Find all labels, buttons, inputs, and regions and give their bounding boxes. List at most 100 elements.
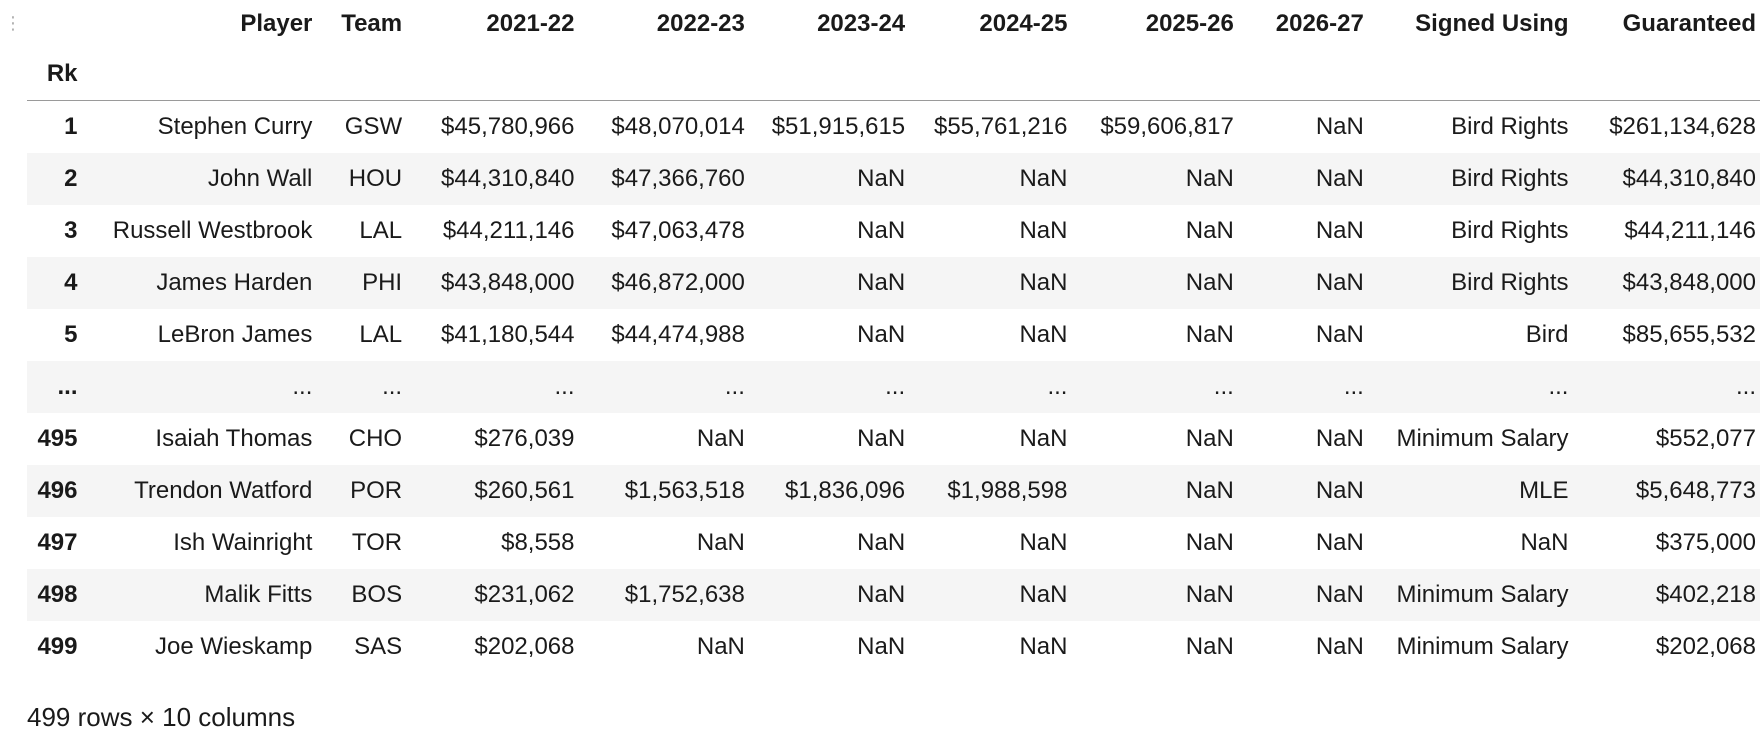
table-row: .................................	[27, 361, 1760, 413]
dataframe-shape-text: 499 rows × 10 columns	[27, 702, 296, 732]
table-cell: ...	[554, 373, 575, 400]
table-cell: NaN	[857, 269, 906, 296]
table-cell: ...	[724, 373, 745, 400]
table-cell: NaN	[1019, 217, 1068, 244]
column-header: 2026-27	[1275, 10, 1364, 37]
row-index-cell: 4	[64, 269, 78, 296]
table-cell: NaN	[857, 217, 906, 244]
table-cell: MLE	[1519, 477, 1569, 504]
table-cell: Minimum Salary	[1396, 581, 1569, 608]
row-index-cell: 495	[37, 425, 78, 452]
table-cell: NaN	[1185, 425, 1234, 452]
table-cell: NaN	[696, 425, 745, 452]
column-header: Guaranteed	[1622, 10, 1756, 37]
table-cell: TOR	[351, 529, 403, 556]
drag-handle-icon[interactable]: ⋮	[4, 13, 22, 33]
table-cell: $51,915,615	[771, 113, 906, 140]
column-header: Team	[341, 10, 403, 37]
table-cell: $41,180,544	[441, 321, 575, 348]
table-cell: NaN	[1019, 529, 1068, 556]
table-cell: $55,761,216	[933, 113, 1068, 140]
table-cell: Bird Rights	[1451, 113, 1569, 140]
table-cell: NaN	[1185, 165, 1234, 192]
table-row: 496 Trendon Watford POR $260,561 $1,563,518 $…	[27, 465, 1760, 517]
table-cell: ...	[885, 373, 906, 400]
table-cell: NaN	[1315, 269, 1364, 296]
table-cell: $44,310,840	[1622, 165, 1756, 192]
table-body: 1 Stephen Curry GSW $45,780,966 $48,070,014 $…	[27, 101, 1760, 674]
row-index-cell: 1	[64, 113, 78, 140]
table-cell: NaN	[857, 529, 906, 556]
table-cell: $276,039	[474, 425, 575, 452]
table-cell: NaN	[1185, 217, 1234, 244]
table-cell: ...	[1735, 373, 1756, 400]
table-cell: LAL	[359, 217, 403, 244]
table-cell: NaN	[1185, 581, 1234, 608]
table-cell: $47,366,760	[611, 165, 745, 192]
table-cell: SAS	[354, 633, 403, 660]
row-index-cell: 496	[37, 477, 78, 504]
table-cell: NaN	[1019, 321, 1068, 348]
table-cell: Minimum Salary	[1396, 425, 1569, 452]
table-row: 3 Russell Westbrook LAL $44,211,146 $47,063,…	[27, 205, 1760, 257]
table-cell: John Wall	[207, 165, 313, 192]
column-header: 2023-24	[817, 10, 906, 37]
row-index-cell: ...	[57, 373, 78, 400]
table-cell: NaN	[1520, 529, 1569, 556]
table-row: 1 Stephen Curry GSW $45,780,966 $48,070,014 $…	[27, 101, 1760, 154]
table-row: 499 Joe Wieskamp SAS $202,068 NaN NaN NaN NaN Na…	[27, 621, 1760, 673]
table-cell: NaN	[696, 529, 745, 556]
table-header: Player Team 2021-22 2022-23 2023-24 2024…	[27, 0, 1760, 101]
table-cell: $59,606,817	[1100, 113, 1234, 140]
table-cell: $402,218	[1655, 581, 1756, 608]
table-cell: $43,848,000	[441, 269, 575, 296]
table-cell: $48,070,014	[611, 113, 745, 140]
table-cell: Joe Wieskamp	[155, 633, 313, 660]
table-cell: Bird Rights	[1451, 269, 1569, 296]
table-cell: $44,211,146	[442, 217, 575, 244]
table-cell: $47,063,478	[611, 217, 745, 244]
table-cell: $231,062	[474, 581, 575, 608]
table-cell: $5,648,773	[1635, 477, 1756, 504]
table-cell: $44,474,988	[611, 321, 745, 348]
table-cell: NaN	[1019, 581, 1068, 608]
table-cell: ...	[382, 373, 403, 400]
row-index-cell: 3	[64, 217, 78, 244]
table-cell: BOS	[351, 581, 403, 608]
table-cell: Ish Wainright	[173, 529, 313, 556]
table-row: 4 James Harden PHI $43,848,000 $46,872,000 Na…	[27, 257, 1760, 309]
table-cell: NaN	[1185, 269, 1234, 296]
table-cell: NaN	[1315, 581, 1364, 608]
column-header: 2021-22	[486, 10, 575, 37]
table-cell: $44,211,146	[1624, 217, 1756, 244]
table-cell: Trendon Watford	[134, 477, 313, 504]
table-cell: $261,134,628	[1609, 113, 1756, 140]
table-cell: NaN	[1315, 217, 1364, 244]
column-header: Signed Using	[1415, 10, 1569, 37]
table-cell: ...	[292, 373, 313, 400]
table-cell: NaN	[857, 321, 906, 348]
table-cell: $85,655,532	[1622, 321, 1756, 348]
index-name-header: Rk	[27, 48, 90, 101]
index-name-row: Rk	[27, 48, 1760, 101]
table-cell: NaN	[857, 581, 906, 608]
table-cell: ...	[1343, 373, 1364, 400]
table-cell: NaN	[696, 633, 745, 660]
table-row: 495 Isaiah Thomas CHO $276,039 NaN NaN NaN NaN N…	[27, 413, 1760, 465]
table-cell: NaN	[857, 425, 906, 452]
table-cell: $1,563,518	[624, 477, 745, 504]
table-cell: Minimum Salary	[1396, 633, 1569, 660]
table-cell: Malik Fitts	[204, 581, 313, 608]
table-cell: NaN	[1315, 165, 1364, 192]
row-index-cell: 498	[37, 581, 78, 608]
table-row: 497 Ish Wainright TOR $8,558 NaN NaN NaN NaN NaN…	[27, 517, 1760, 569]
table-cell: $1,752,638	[624, 581, 745, 608]
table-cell: $375,000	[1655, 529, 1756, 556]
table-cell: NaN	[1315, 321, 1364, 348]
table-cell: NaN	[1019, 425, 1068, 452]
row-index-cell: 499	[37, 633, 78, 660]
table-cell: $202,068	[474, 633, 575, 660]
table-cell: NaN	[1019, 165, 1068, 192]
table-cell: NaN	[1315, 477, 1364, 504]
table-cell: $552,077	[1655, 425, 1756, 452]
